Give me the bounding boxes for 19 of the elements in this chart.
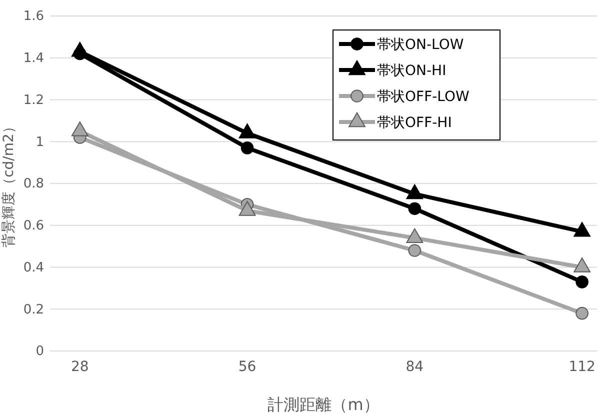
y-tick-label: 0 — [36, 344, 44, 360]
legend-label: 帯状OFF-HI — [377, 115, 452, 131]
y-tick-label: 0.8 — [23, 176, 44, 192]
y-tick-label: 0.6 — [23, 218, 44, 234]
y-tick-label: 1 — [36, 134, 44, 150]
x-tick-label: 28 — [70, 358, 89, 375]
legend-label: 帯状ON-HI — [377, 63, 446, 79]
x-tick-label: 56 — [238, 358, 256, 375]
y-tick-label: 1.6 — [23, 9, 44, 24]
legend-label: 帯状ON-LOW — [377, 37, 464, 53]
y-tick-label: 0.4 — [23, 260, 44, 276]
x-tick-label: 84 — [406, 358, 424, 375]
legend-label: 帯状OFF-LOW — [377, 89, 470, 105]
x-tick-label: 112 — [568, 358, 596, 375]
y-tick-label: 0.2 — [23, 302, 44, 318]
y-tick-label: 1.2 — [23, 92, 44, 108]
x-axis-title: 計測距離（m） — [268, 395, 380, 414]
y-tick-label: 1.4 — [23, 51, 44, 66]
y-axis-title: 背景輝度（cd/m2） — [1, 120, 17, 248]
